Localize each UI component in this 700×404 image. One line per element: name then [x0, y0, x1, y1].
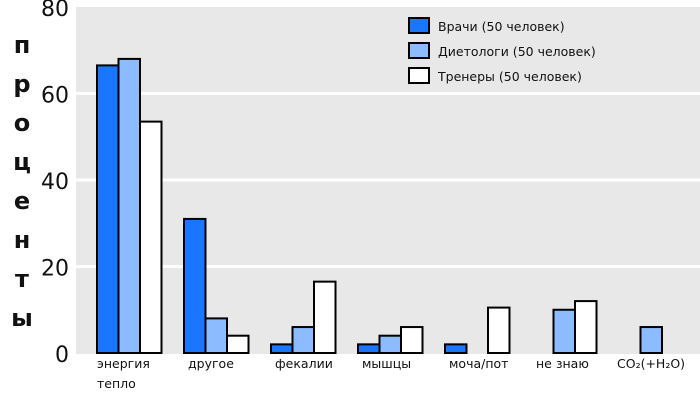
bar — [639, 326, 663, 354]
y-axis-label-letter: н — [14, 226, 31, 254]
x-tick-label: не знаю — [536, 356, 589, 371]
bar — [487, 306, 511, 354]
y-axis-label-letter: е — [14, 187, 30, 215]
x-tick-label: CO₂(+H₂O) — [617, 356, 685, 371]
x-tick-label: моча/пот — [449, 356, 508, 371]
bar — [313, 280, 337, 355]
legend-swatch — [408, 42, 430, 59]
bar — [270, 343, 294, 355]
x-tick-label: тепло — [97, 376, 136, 391]
y-axis-label-letter: ц — [13, 148, 31, 176]
x-tick-label: другое — [188, 356, 234, 371]
y-axis-label-letter: п — [14, 31, 31, 59]
y-axis-label-letter: т — [15, 265, 29, 293]
bar — [183, 217, 207, 354]
bar — [357, 343, 381, 355]
y-axis-label-letter: ы — [11, 304, 33, 332]
bar — [204, 317, 228, 354]
bar — [378, 334, 402, 355]
legend-swatch — [408, 67, 430, 84]
bar — [139, 120, 163, 354]
bar — [574, 300, 598, 355]
y-tick-label: 20 — [41, 257, 69, 282]
legend-swatch — [408, 17, 430, 34]
bar — [226, 334, 250, 355]
legend-label: Диетологи (50 человек) — [438, 44, 596, 59]
y-axis-label-letter: р — [13, 70, 30, 98]
y-tick-label: 0 — [55, 343, 69, 368]
y-tick-label: 40 — [41, 170, 69, 195]
bar — [444, 343, 468, 355]
legend-label: Врачи (50 человек) — [438, 19, 565, 34]
x-tick-label: фекалии — [275, 356, 333, 371]
bar — [96, 64, 120, 354]
y-tick-label: 60 — [41, 84, 69, 109]
legend-label: Тренеры (50 человек) — [437, 69, 582, 84]
x-tick-label: мышцы — [362, 356, 411, 371]
bar — [117, 57, 141, 355]
bar — [291, 326, 315, 354]
x-tick-label: энергия — [97, 356, 150, 371]
bar — [552, 308, 576, 354]
bar — [400, 326, 424, 354]
y-tick-label: 80 — [41, 0, 69, 22]
y-axis-label-letter: о — [14, 109, 31, 137]
